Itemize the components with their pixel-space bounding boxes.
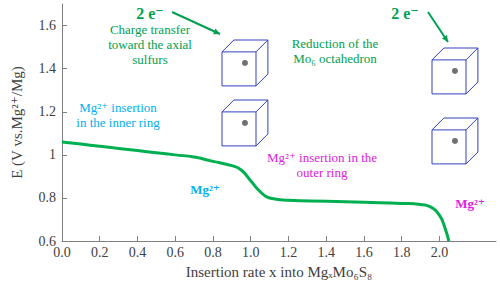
svg-text:1.2: 1.2: [39, 104, 57, 119]
svg-text:0.0: 0.0: [53, 245, 71, 260]
svg-text:Charge transfer: Charge transfer: [110, 22, 191, 37]
svg-text:Mg²⁺: Mg²⁺: [190, 182, 220, 197]
svg-text:0.6: 0.6: [38, 233, 56, 249]
svg-text:outer ring: outer ring: [297, 165, 348, 180]
svg-text:1.2: 1.2: [280, 245, 298, 260]
svg-text:1.8: 1.8: [393, 245, 411, 260]
svg-text:0.8: 0.8: [204, 245, 222, 260]
svg-text:toward the axial: toward the axial: [108, 37, 192, 52]
svg-text:1.0: 1.0: [242, 245, 259, 260]
svg-text:in the inner ring: in the inner ring: [76, 115, 160, 130]
svg-text:2 e⁻: 2 e⁻: [136, 5, 164, 22]
svg-text:0.4: 0.4: [129, 245, 147, 260]
svg-text:1: 1: [49, 147, 56, 162]
svg-text:sulfurs: sulfurs: [132, 52, 167, 67]
svg-text:0.2: 0.2: [91, 245, 109, 260]
svg-text:2.0: 2.0: [431, 245, 449, 260]
svg-text:1.4: 1.4: [39, 61, 57, 76]
svg-text:Mg²⁺: Mg²⁺: [455, 196, 485, 211]
svg-text:0.6: 0.6: [166, 245, 184, 260]
svg-text:Reduction of the: Reduction of the: [292, 36, 379, 51]
svg-text:1.6: 1.6: [355, 245, 373, 260]
svg-text:1.4: 1.4: [317, 245, 335, 260]
svg-text:2 e⁻: 2 e⁻: [391, 5, 419, 22]
svg-text:E (V vs.Mg²⁺/Mg): E (V vs.Mg²⁺/Mg): [9, 66, 26, 179]
svg-text:Mg²⁺ insertion in the: Mg²⁺ insertion in the: [267, 150, 377, 165]
svg-text:1.6: 1.6: [39, 18, 57, 33]
svg-text:Mo₆ octahedron: Mo₆ octahedron: [293, 51, 377, 66]
svg-text:0.8: 0.8: [39, 190, 57, 205]
svg-text:Mg²⁺ insertion: Mg²⁺ insertion: [79, 100, 157, 115]
svg-text:Insertion rate x into MgₓMo₆S₈: Insertion rate x into MgₓMo₆S₈: [186, 264, 372, 280]
